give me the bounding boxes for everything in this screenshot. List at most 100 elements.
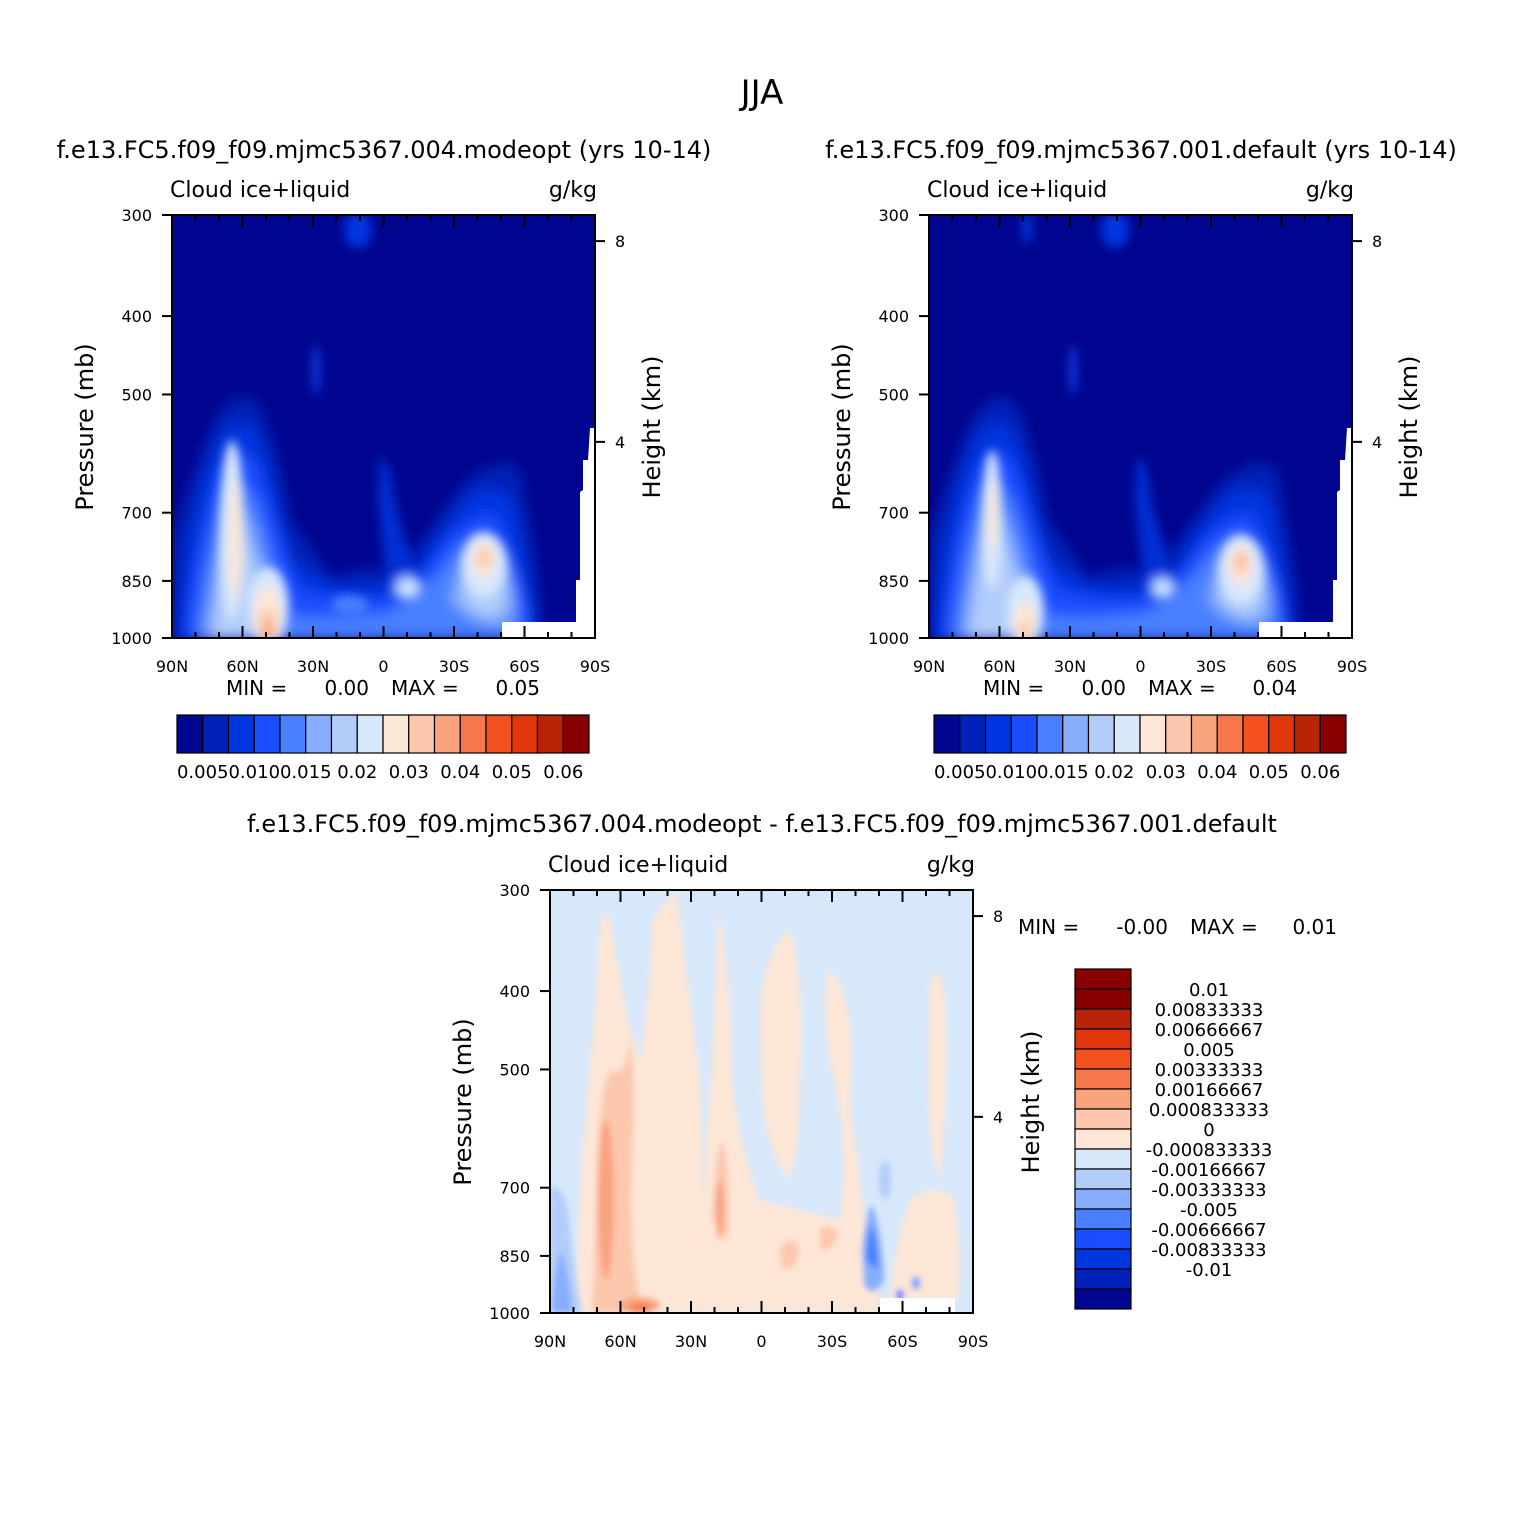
colorbar-label: 0.00166667: [1155, 1080, 1264, 1101]
y2-tick-label: 8: [993, 907, 1003, 926]
y-tick-label: 1000: [868, 629, 909, 648]
colorbar-swatch: [511, 714, 539, 754]
colorbar-label: -0.01: [1186, 1260, 1233, 1281]
x-tick-label: 60N: [226, 657, 258, 676]
colorbar-swatch: [562, 714, 590, 754]
colorbar-swatch: [1216, 714, 1244, 754]
colorbar-swatch: [1074, 1248, 1132, 1270]
colorbar: 0.005 0.010 0.015 0.02 0.03 0.04 0.05 0.06: [933, 714, 1347, 783]
colorbar-swatch: [202, 714, 230, 754]
max-label: MAX =: [391, 676, 459, 700]
colorbar-swatch: [253, 714, 281, 754]
colorbar-swatch: [1010, 714, 1038, 754]
y-tick-label: 300: [878, 206, 909, 225]
colorbar-label: 0.05: [492, 762, 532, 783]
y-tick-label: 400: [121, 307, 152, 326]
x-tick-label: 0: [1135, 657, 1145, 676]
variable-label: Cloud ice+liquid: [927, 178, 1107, 203]
colorbar-swatch: [1242, 714, 1270, 754]
colorbar-label: 0.04: [1197, 762, 1237, 783]
figure-title: JJA: [739, 73, 784, 113]
panel-title: f.e13.FC5.f09_f09.mjmc5367.001.default (…: [825, 136, 1457, 164]
axes: 90N 60N 30N 0 30S 60S 90S 300 400 500 700 850 1000 8 4: [111, 206, 625, 676]
colorbar-swatch: [279, 714, 307, 754]
colorbar-swatch: [408, 714, 436, 754]
colorbar-swatch: [1074, 1228, 1132, 1250]
colorbar-swatch: [382, 714, 410, 754]
min-value: -0.00: [1116, 915, 1168, 939]
colorbar-swatch: [1074, 1208, 1132, 1230]
colorbar-label: 0.005: [934, 762, 986, 783]
colorbar-swatch: [1074, 1008, 1132, 1030]
x-tick-label: 60N: [604, 1332, 636, 1351]
max-value: 0.05: [495, 676, 540, 700]
colorbar-label: 0.005: [1183, 1040, 1235, 1061]
x-tick-label: 30N: [675, 1332, 707, 1351]
y-axis-label: Pressure (mb): [71, 343, 99, 510]
max-label: MAX =: [1190, 915, 1258, 939]
min-value: 0.00: [324, 676, 369, 700]
min-label: MIN =: [226, 676, 287, 700]
colorbar-swatch: [1074, 1048, 1132, 1070]
colorbar-label: 0.02: [1094, 762, 1134, 783]
colorbar-swatch: [433, 714, 461, 754]
x-tick-label: 30N: [297, 657, 329, 676]
y2-axis-label: Height (km): [638, 356, 666, 499]
colorbar-swatch: [1190, 714, 1218, 754]
colorbar-swatch: [485, 714, 513, 754]
colorbar-swatch: [1074, 1088, 1132, 1110]
colorbar-label: 0.04: [440, 762, 480, 783]
y2-axis-label: Height (km): [1395, 356, 1423, 499]
y-tick-label: 300: [499, 881, 530, 900]
colorbar-label: 0.02: [337, 762, 377, 783]
variable-label: Cloud ice+liquid: [170, 178, 350, 203]
colorbar-swatch: [176, 714, 204, 754]
colorbar-label: 0.005: [177, 762, 229, 783]
colorbar-swatch: [1036, 714, 1064, 754]
panel-modeopt: f.e13.FC5.f09_f09.mjmc5367.004.modeopt (…: [57, 136, 712, 783]
contour-field: [550, 890, 973, 1313]
colorbar-swatch: [1087, 714, 1115, 754]
y-tick-label: 500: [878, 385, 909, 404]
contour-field: [929, 215, 1352, 638]
y-tick-label: 1000: [111, 629, 152, 648]
colorbar-label: -0.00666667: [1151, 1220, 1266, 1241]
colorbar: 0.005 0.010 0.015 0.02 0.03 0.04 0.05 0.06: [176, 714, 590, 783]
max-value: 0.04: [1252, 676, 1297, 700]
colorbar-swatch: [1139, 714, 1167, 754]
colorbar-label: -0.000833333: [1146, 1140, 1273, 1161]
colorbar-swatch: [1074, 1128, 1132, 1150]
colorbar-swatch: [330, 714, 358, 754]
x-tick-label: 90S: [1337, 657, 1368, 676]
x-tick-label: 60S: [1266, 657, 1297, 676]
colorbar-swatch: [536, 714, 564, 754]
colorbar-swatch: [227, 714, 255, 754]
colorbar-swatch: [1074, 1188, 1132, 1210]
colorbar-swatch: [1074, 1288, 1132, 1310]
y-tick-label: 700: [878, 504, 909, 523]
x-tick-label: 30S: [817, 1332, 848, 1351]
x-tick-label: 60N: [983, 657, 1015, 676]
colorbar-swatch: [984, 714, 1012, 754]
variable-label: Cloud ice+liquid: [548, 853, 728, 878]
colorbar: 0.010.008333330.006666670.0050.003333330…: [1074, 968, 1273, 1310]
max-label: MAX =: [1148, 676, 1216, 700]
colorbar-label: 0.015: [280, 762, 332, 783]
colorbar-swatch: [959, 714, 987, 754]
panel-default: f.e13.FC5.f09_f09.mjmc5367.001.default (…: [825, 136, 1457, 783]
colorbar-label: -0.00166667: [1151, 1160, 1266, 1181]
colorbar-label: 0.015: [1037, 762, 1089, 783]
y-tick-label: 1000: [489, 1304, 530, 1323]
colorbar-label: 0: [1203, 1120, 1214, 1141]
x-tick-label: 30N: [1054, 657, 1086, 676]
panel-title: f.e13.FC5.f09_f09.mjmc5367.004.modeopt (…: [57, 136, 712, 164]
colorbar-swatch: [1074, 1168, 1132, 1190]
colorbar-label: 0.01: [1189, 980, 1229, 1001]
x-tick-label: 0: [378, 657, 388, 676]
y-tick-label: 300: [121, 206, 152, 225]
colorbar-label: 0.010: [228, 762, 280, 783]
colorbar-label: -0.00333333: [1151, 1180, 1266, 1201]
y-tick-label: 400: [878, 307, 909, 326]
y2-axis-label: Height (km): [1017, 1031, 1045, 1174]
